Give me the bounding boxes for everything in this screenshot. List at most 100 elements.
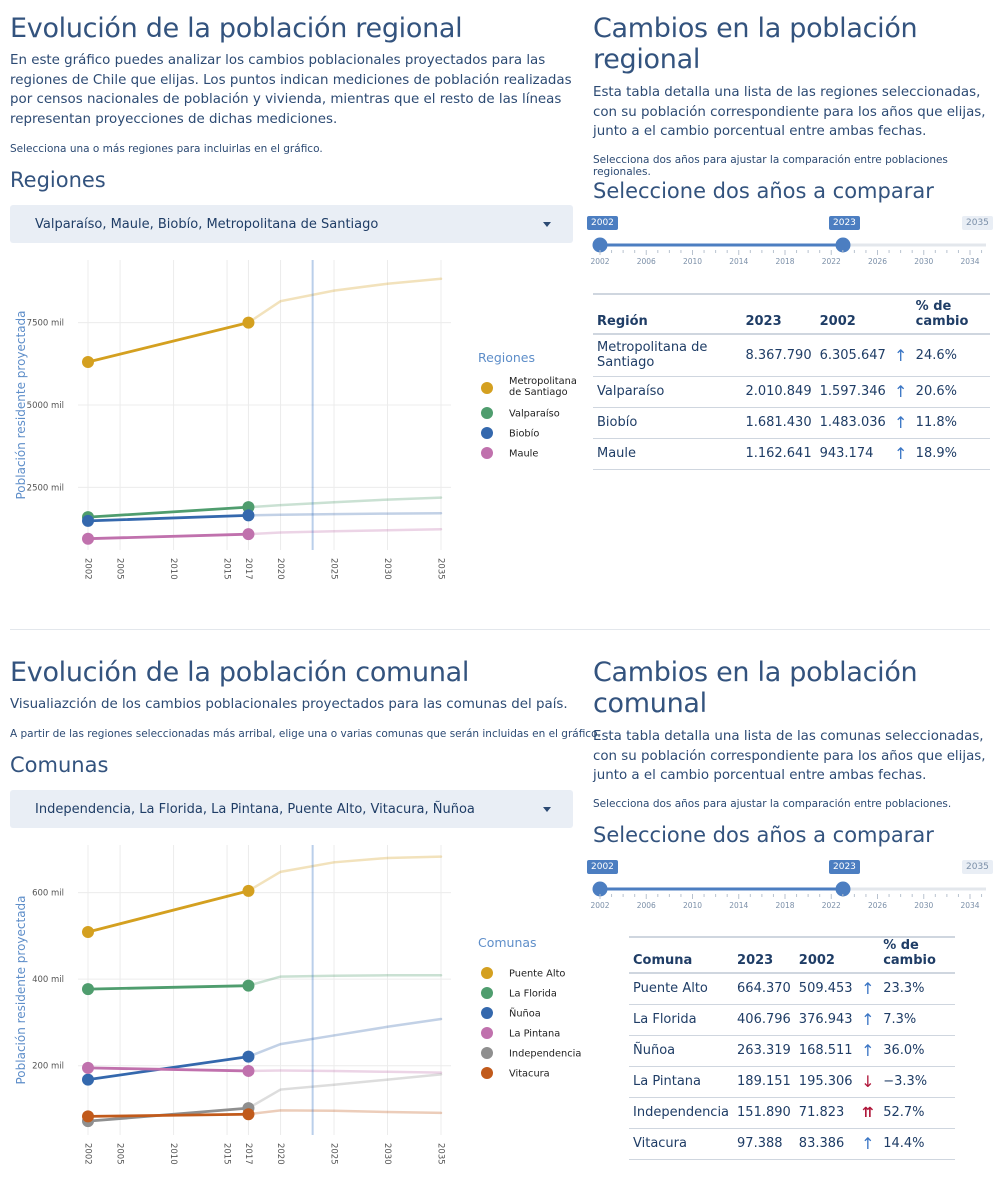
row-value-a: 189.151 — [733, 1066, 795, 1098]
projection-line — [247, 1073, 443, 1110]
row-value-b: 6.305.647 — [815, 334, 890, 377]
header-year-a: 2023 — [741, 294, 816, 335]
row-name: La Florida — [629, 1004, 734, 1036]
table-row: Independencia 151.890 71.823 ⇈ 52.7% — [629, 1097, 955, 1129]
row-pct-change: −3.3% — [879, 1066, 955, 1098]
census-point — [242, 1108, 255, 1121]
change-direction-icon: ↑ — [856, 1004, 880, 1036]
slider-tick-label: 2006 — [637, 901, 656, 910]
row-pct-change: 23.3% — [879, 973, 955, 1005]
change-direction-icon: ↑ — [889, 376, 912, 408]
table-row: Vitacura 97.388 83.386 ↑ 14.4% — [629, 1128, 955, 1160]
slider-handle-to[interactable] — [835, 881, 851, 897]
row-value-b: 195.306 — [794, 1066, 857, 1098]
row-value-a: 1.162.641 — [741, 438, 816, 470]
table-row: Biobío 1.681.430 1.483.036 ↑ 11.8% — [593, 407, 990, 439]
slider-tick-label: 2010 — [683, 257, 702, 266]
legend-marker — [481, 427, 493, 439]
change-direction-icon: ↑ — [856, 1035, 880, 1067]
slider-handle-from[interactable] — [592, 237, 608, 253]
series-line — [86, 532, 250, 541]
row-value-a: 2.010.849 — [741, 376, 816, 408]
row-value-b: 1.597.346 — [815, 376, 890, 408]
comunal-population-chart: 200 mil 400 mil 600 mil 2002 2005 2010 2015 201… — [14, 845, 581, 1165]
slider-handle-to[interactable] — [835, 237, 851, 253]
row-value-b: 83.386 — [794, 1128, 857, 1160]
x-tick-label: 2025 — [329, 558, 339, 580]
slider-tick-label: 2026 — [868, 257, 887, 266]
slider-tick-label: 2014 — [729, 901, 748, 910]
legend-label: Vitacura — [509, 1069, 550, 1080]
census-point — [82, 1110, 94, 1123]
x-tick-label: 2017 — [243, 1143, 253, 1165]
comunas-select-value: Independencia, La Florida, La Pintana, P… — [35, 801, 475, 817]
projection-line — [247, 1017, 443, 1058]
census-point — [242, 979, 255, 992]
x-tick-label: 2030 — [382, 558, 392, 580]
header-pct-change: % de cambio — [911, 294, 990, 335]
y-tick-label: 600 mil — [32, 889, 64, 899]
regional-year-range-slider[interactable]: 2002 2023 2035 2002 2006 2010 2014 2018 2022 2… — [586, 215, 996, 267]
comunal-table-description: Esta tabla detalla una lista de las comu… — [593, 729, 986, 783]
slider-tick-label: 2018 — [775, 257, 794, 266]
projection-line — [247, 512, 443, 517]
chevron-down-icon[interactable] — [543, 806, 551, 812]
slider-from-badge: 2002 — [587, 216, 618, 230]
legend-marker — [481, 1067, 493, 1079]
comunal-table-instruction: Selecciona dos años para ajustar la comp… — [593, 798, 952, 810]
row-name: Biobío — [593, 407, 742, 439]
census-point — [242, 509, 255, 522]
slider-tick-label: 2002 — [590, 257, 609, 266]
slider-max-badge: 2035 — [962, 216, 993, 230]
projection-line — [247, 1069, 443, 1074]
census-point — [242, 316, 255, 329]
projection-line — [247, 527, 443, 536]
table-row: Valparaíso 2.010.849 1.597.346 ↑ 20.6% — [593, 376, 990, 408]
table-row: La Florida 406.796 376.943 ↑ 7.3% — [629, 1004, 955, 1036]
comunas-select[interactable]: Independencia, La Florida, La Pintana, P… — [10, 790, 573, 828]
legend-label: Valparaíso — [509, 408, 560, 420]
census-point — [82, 532, 94, 545]
regional-table-description: Esta tabla detalla una lista de las regi… — [593, 85, 986, 139]
header-comuna: Comuna — [629, 937, 734, 974]
row-value-a: 8.367.790 — [741, 334, 816, 377]
row-pct-change: 20.6% — [911, 376, 990, 408]
row-name: La Pintana — [629, 1066, 734, 1098]
table-row: Metropolitana de Santiago 8.367.790 6.305.… — [593, 334, 990, 377]
change-direction-icon: ↑ — [889, 438, 912, 470]
legend-marker — [481, 1027, 493, 1039]
census-point — [82, 514, 94, 527]
projection-line — [247, 855, 443, 893]
legend-title: Regiones — [478, 350, 535, 365]
slider-from-badge: 2002 — [587, 860, 618, 874]
regional-table-instruction: Selecciona dos años para ajustar la comp… — [593, 154, 948, 178]
regional-slider-label: Seleccione dos años a comparar — [593, 179, 934, 203]
legend-label: La Florida — [509, 989, 557, 1000]
row-value-a: 1.681.430 — [741, 407, 816, 439]
row-name: Vitacura — [629, 1128, 734, 1160]
row-value-a: 664.370 — [733, 973, 795, 1005]
legend-label: Biobío — [509, 428, 539, 440]
x-tick-label: 2017 — [243, 558, 253, 580]
comunal-instruction: A partir de las regiones seleccionadas m… — [10, 728, 601, 740]
row-name: Metropolitana de Santiago — [593, 334, 742, 377]
regions-select[interactable]: Valparaíso, Maule, Biobío, Metropolitana… — [10, 205, 573, 243]
projection-line — [247, 277, 443, 324]
legend-marker — [481, 407, 493, 419]
header-year-b: 2002 — [794, 937, 857, 974]
slider-tick-label: 2030 — [914, 257, 933, 266]
comunal-year-range-slider[interactable]: 2002 2023 2035 2002 2006 2010 2014 2018 2022 2… — [586, 859, 996, 911]
legend-label: Independencia — [509, 1049, 581, 1060]
census-point — [242, 1064, 255, 1077]
slider-tick-label: 2002 — [590, 901, 609, 910]
census-point — [82, 926, 94, 938]
regional-description: En este gráfico puedes analizar los camb… — [10, 53, 572, 127]
slider-handle-from[interactable] — [592, 881, 608, 897]
slider-tick-label: 2034 — [960, 257, 979, 266]
projection-line — [247, 496, 443, 509]
chevron-down-icon[interactable] — [543, 221, 551, 227]
change-direction-icon: ↑ — [889, 407, 912, 439]
x-tick-label: 2015 — [222, 1143, 232, 1165]
plot-area — [78, 845, 451, 1135]
comunal-slider-label: Seleccione dos años a comparar — [593, 823, 934, 847]
